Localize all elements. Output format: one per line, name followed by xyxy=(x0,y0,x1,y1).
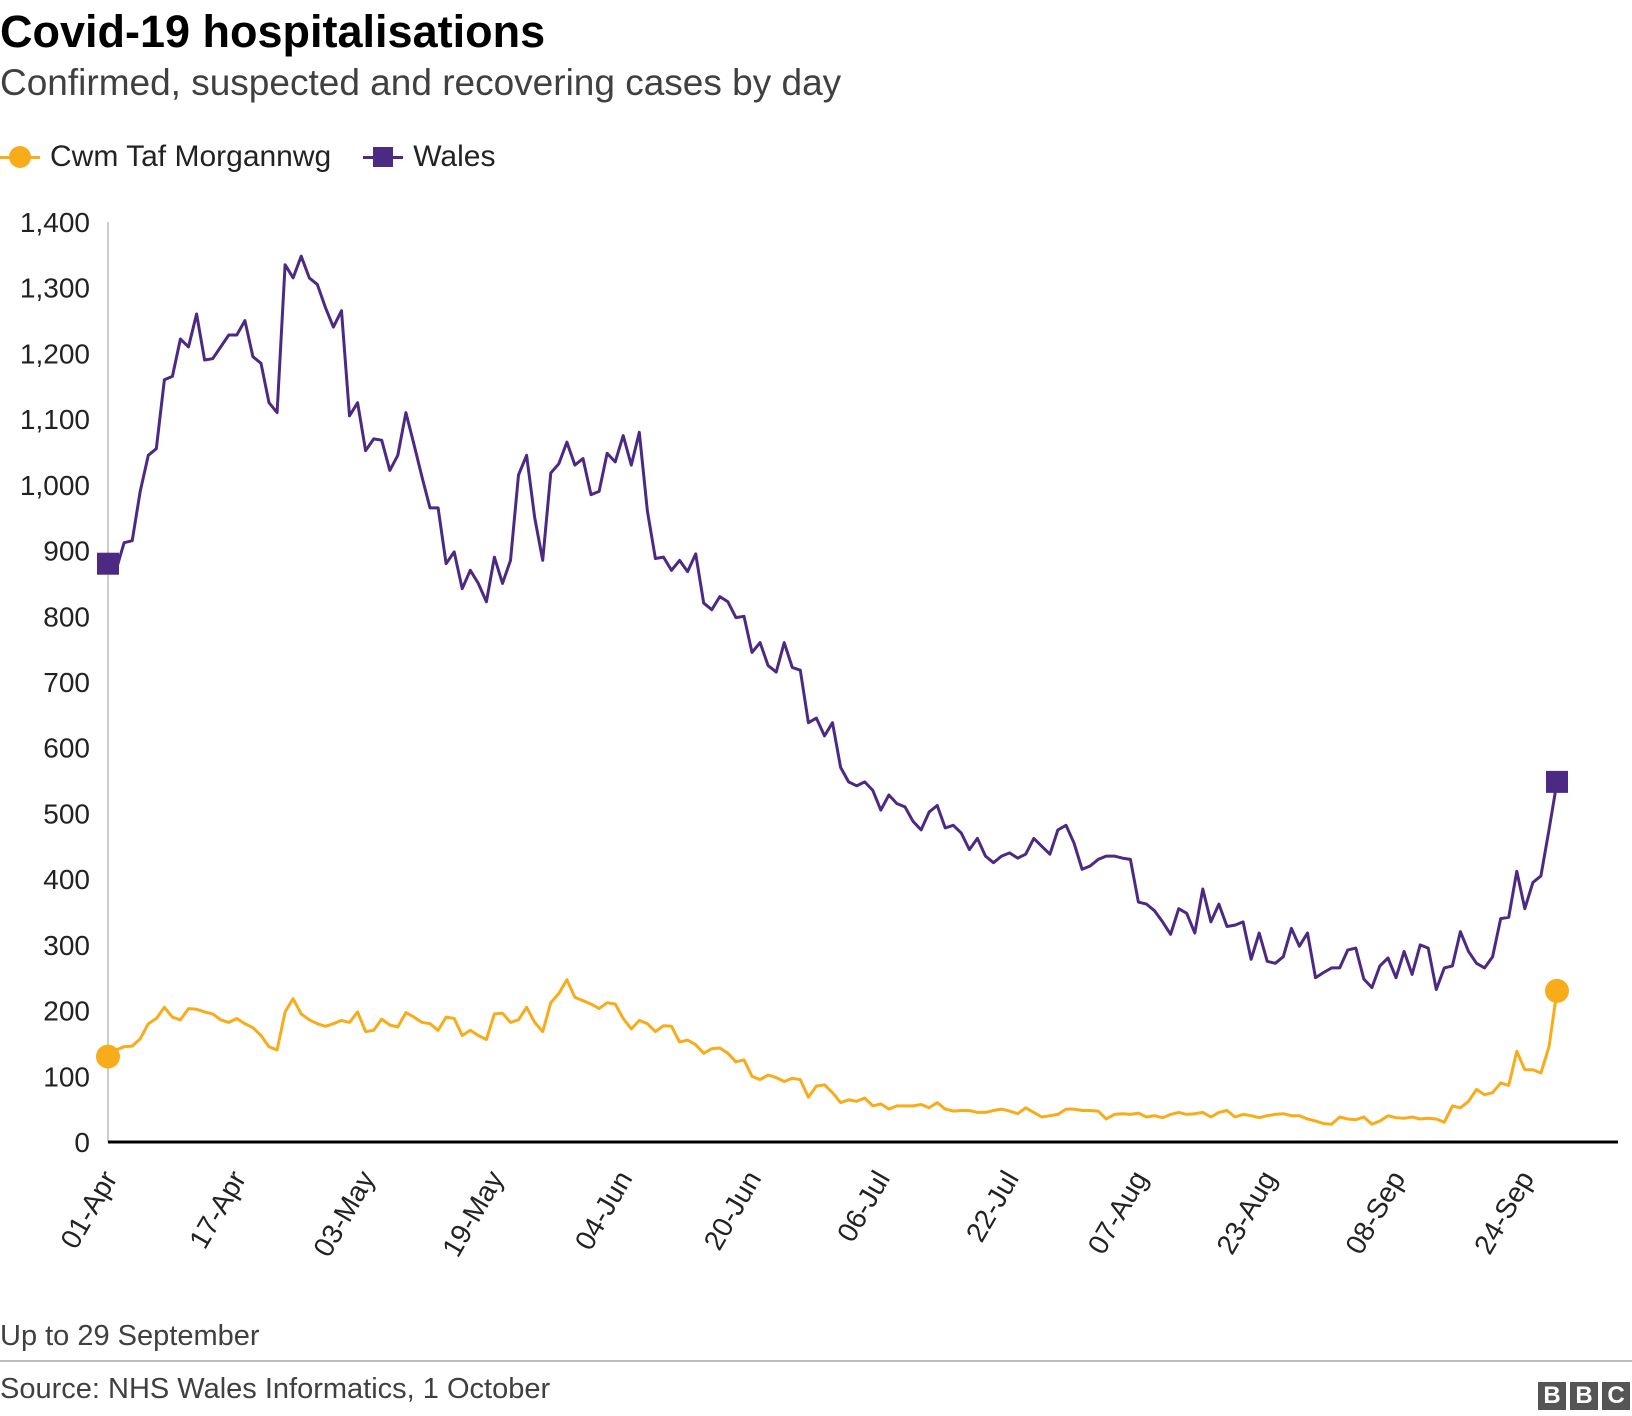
y-axis-ticks: 0 100 200 300 400 500 600 700 800 900 1,000 1,100 1,… xyxy=(20,207,90,1158)
x-tick-label: 22-Jul xyxy=(960,1166,1025,1248)
x-tick-label: 20-Jun xyxy=(698,1166,768,1256)
series-marker-cwm-taf-morgannwg-end xyxy=(1545,978,1569,1003)
chart-title: Covid-19 hospitalisations xyxy=(0,6,546,57)
x-tick-label: 04-Jun xyxy=(569,1166,639,1256)
bbc-logo-letter: C xyxy=(1602,1382,1630,1410)
chart-subtitle: Confirmed, suspected and recovering case… xyxy=(0,62,842,103)
y-tick-label: 1,400 xyxy=(20,207,90,238)
y-tick-label: 400 xyxy=(43,864,90,895)
y-tick-label: 1,100 xyxy=(20,404,90,435)
y-tick-label: 100 xyxy=(43,1061,90,1092)
bbc-logo-letter: B xyxy=(1570,1382,1598,1410)
y-tick-label: 1,200 xyxy=(20,338,90,369)
chart-legend: Cwm Taf Morgannwg Wales xyxy=(0,137,527,177)
x-tick-label: 19-May xyxy=(436,1166,510,1262)
legend-square-icon xyxy=(363,142,404,172)
series-marker-wales-end xyxy=(1546,770,1568,793)
bbc-logo: B B C xyxy=(1534,1382,1630,1410)
y-tick-label: 0 xyxy=(74,1127,90,1158)
y-tick-label: 300 xyxy=(43,930,90,961)
chart-footnote: Up to 29 September xyxy=(0,1320,260,1352)
x-tick-label: 17-Apr xyxy=(183,1166,252,1254)
x-tick-label: 08-Sep xyxy=(1339,1166,1411,1260)
footer-divider xyxy=(0,1360,1632,1362)
series-line-wales xyxy=(107,254,1559,991)
x-tick-label: 07-Aug xyxy=(1082,1166,1154,1260)
bbc-logo-letter: B xyxy=(1538,1382,1566,1410)
legend-circle-icon xyxy=(0,142,40,172)
y-tick-label: 500 xyxy=(43,798,90,829)
y-tick-label: 1,300 xyxy=(20,273,90,304)
y-tick-label: 700 xyxy=(43,667,90,698)
series-marker-wales-start xyxy=(97,552,119,575)
legend-label-cwm-taf: Cwm Taf Morgannwg xyxy=(50,140,332,173)
x-tick-label: 01-Apr xyxy=(54,1166,123,1254)
series-end-markers xyxy=(96,552,1569,1069)
legend-item-wales: Wales xyxy=(363,140,495,174)
legend-dot-cwm-taf xyxy=(9,146,31,168)
y-tick-label: 600 xyxy=(43,733,90,764)
legend-item-cwm-taf: Cwm Taf Morgannwg xyxy=(0,140,331,174)
y-tick-label: 800 xyxy=(43,601,90,632)
x-axis-ticks: 01-Apr 17-Apr 03-May 19-May 04-Jun 20-Jun 06-J… xyxy=(54,1166,1540,1262)
y-tick-label: 200 xyxy=(43,996,90,1027)
legend-label-wales: Wales xyxy=(413,140,496,173)
x-tick-label: 06-Jul xyxy=(831,1166,896,1248)
y-tick-label: 900 xyxy=(43,536,90,567)
series-marker-cwm-taf-morgannwg-start xyxy=(96,1044,120,1069)
x-tick-label: 03-May xyxy=(307,1166,381,1262)
x-tick-label: 24-Sep xyxy=(1468,1166,1540,1260)
chart-source: Source: NHS Wales Informatics, 1 October xyxy=(0,1373,551,1405)
series-line-cwm-taf-morgannwg xyxy=(107,978,1559,1126)
legend-square-wales xyxy=(373,147,394,167)
line-chart: 0 100 200 300 400 500 600 700 800 900 1,000 1,100 1,… xyxy=(20,207,1618,1262)
y-tick-label: 1,000 xyxy=(20,470,90,501)
series-lines xyxy=(107,254,1559,1126)
x-tick-label: 23-Aug xyxy=(1210,1166,1282,1260)
